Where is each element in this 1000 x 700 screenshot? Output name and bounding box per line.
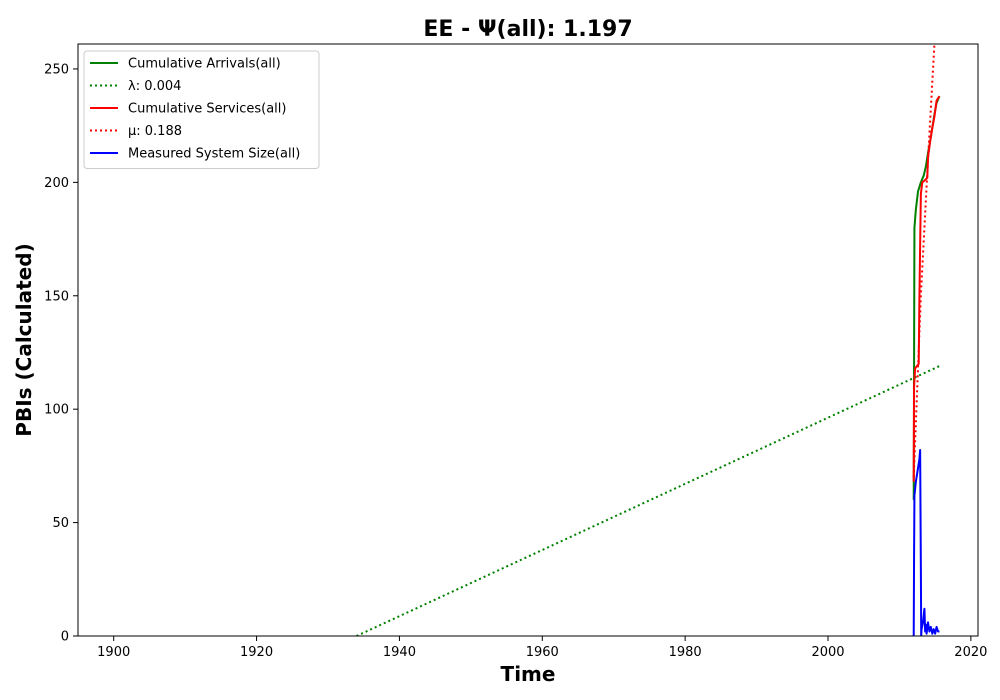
y-tick-label: 200 <box>44 176 69 191</box>
series-line-4 <box>912 44 936 478</box>
series-line-3 <box>912 95 941 482</box>
axis-ticks: 1900 1920 1940 1960 1980 2000 2020 0 50 100 150 200… <box>44 62 987 660</box>
series-line-2 <box>356 365 940 636</box>
legend-box <box>83 50 320 169</box>
y-tick-label: 100 <box>44 403 69 418</box>
legend-label-1: Cumulative Arrivals(all) <box>128 57 281 72</box>
y-axis-label: PBIs (Calculated) <box>12 243 36 436</box>
x-tick-label: 2020 <box>954 645 987 660</box>
x-axis-label: Time <box>501 662 556 686</box>
x-tick-label: 1980 <box>669 645 702 660</box>
y-tick-label: 0 <box>61 630 69 645</box>
y-tick-label: 250 <box>44 62 69 77</box>
plot-area <box>77 43 979 637</box>
plot-frame <box>77 43 979 637</box>
series-line-5 <box>912 449 940 636</box>
legend-label-2: λ: 0.004 <box>128 79 181 94</box>
x-tick-label: 2000 <box>811 645 844 660</box>
y-tick-label: 150 <box>44 289 69 304</box>
legend-label-3: Cumulative Services(all) <box>128 102 286 117</box>
x-tick-label: 1920 <box>240 645 273 660</box>
x-tick-label: 1900 <box>97 645 130 660</box>
series-line-1 <box>912 95 941 500</box>
x-tick-label: 1940 <box>383 645 416 660</box>
legend-label-4: μ: 0.188 <box>128 124 182 139</box>
chart-title: EE - Ψ(all): 1.197 <box>423 17 632 42</box>
y-tick-label: 50 <box>52 516 69 531</box>
legend-label-5: Measured System Size(all) <box>128 147 300 162</box>
x-tick-label: 1960 <box>526 645 559 660</box>
legend: Cumulative Arrivals(all) λ: 0.004 Cumulati… <box>83 50 320 169</box>
